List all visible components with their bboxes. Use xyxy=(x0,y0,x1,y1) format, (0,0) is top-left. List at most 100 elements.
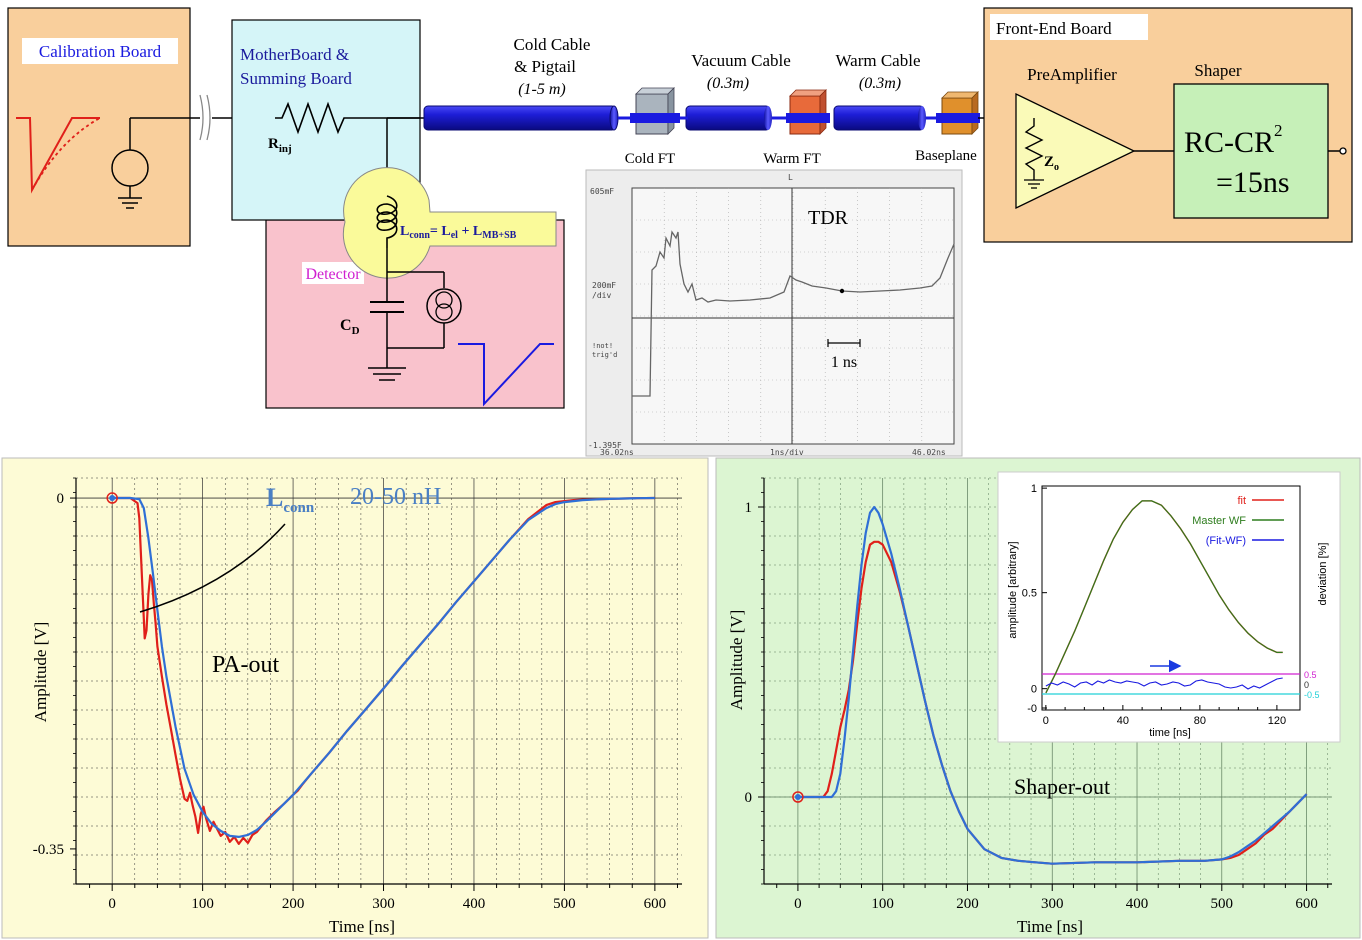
x-tick-label: 600 xyxy=(1295,896,1318,912)
cold-cable-label-line1: Cold Cable xyxy=(514,35,591,54)
detector-pulse xyxy=(458,343,554,407)
inset-xlabel: time [ns] xyxy=(1149,727,1191,739)
calibration-pulse-dashed xyxy=(31,117,101,191)
cold-cable-length: (1-5 m) xyxy=(518,81,566,98)
inset-frame xyxy=(1041,485,1301,711)
cd-label: CD xyxy=(340,317,360,337)
tdr-div-label-1: 200mF xyxy=(592,281,616,290)
r-inj-resistor xyxy=(275,101,420,135)
pa-ylabel: Amplitude [V] xyxy=(31,622,50,723)
start-marker-dot xyxy=(794,794,801,800)
x-tick-label: 200 xyxy=(282,896,305,912)
baseplane-label: Baseplane xyxy=(915,148,977,164)
tdr-scope: 605mF L 200mF /div !not! trig'd -1.395F … xyxy=(585,169,963,457)
x-tick-label: 600 xyxy=(644,896,667,912)
tdr-trig-2: trig'd xyxy=(592,351,617,359)
inset-x-tick-label: 120 xyxy=(1268,715,1286,727)
inset-x-tick-label: 40 xyxy=(1117,715,1129,727)
tdr-x-div: 1ns/div xyxy=(770,448,804,457)
tdr-title: TDR xyxy=(808,207,849,229)
vacuum-cable xyxy=(685,105,771,131)
inset-series-deviation xyxy=(1045,677,1283,690)
x-tick-label: 100 xyxy=(191,896,214,912)
pa-out-annotation: PA-out xyxy=(212,652,279,678)
schematic: Calibration Board Detector MotherBoard &… xyxy=(7,7,1353,409)
tdr-top-scale: 605mF xyxy=(590,187,614,196)
shaper-label: Shaper xyxy=(1194,61,1242,80)
y-tick-label: 0 xyxy=(745,790,753,806)
inset-y-tick-label: -0 xyxy=(1027,703,1037,715)
warm-cable-label: Warm Cable xyxy=(835,51,920,70)
cold-ft-label: Cold FT xyxy=(625,151,675,167)
x-tick-label: 100 xyxy=(871,896,894,912)
line-break-marks xyxy=(199,94,211,141)
tdr-top-marker: L xyxy=(788,173,793,182)
tdr-trig-1: !not! xyxy=(592,342,613,350)
inset-y-tick-label: 0 xyxy=(1031,684,1037,696)
inset-x-tick-label: 80 xyxy=(1194,715,1206,727)
lconn-equation: Lconn= Lel + LMB+SB xyxy=(400,224,517,241)
vacuum-cable-length: (0.3m) xyxy=(707,75,749,92)
front-end-board-label: Front-End Board xyxy=(996,19,1112,38)
zo-resistor xyxy=(1024,118,1044,180)
x-tick-label: 300 xyxy=(1041,896,1064,912)
shaper-box xyxy=(1173,83,1329,219)
tdr-div-label-2: /div xyxy=(592,291,611,300)
calibration-board-label: Calibration Board xyxy=(39,42,162,61)
pa-series-blue xyxy=(112,496,655,838)
detector-label: Detector xyxy=(305,266,361,283)
r-inj-label: Rinj xyxy=(268,136,292,155)
tdr-x-start: 36.02ns xyxy=(600,448,634,457)
y-tick-label: 1 xyxy=(745,500,753,516)
tdr-scale-bar-label: 1 ns xyxy=(831,354,857,371)
inductor-symbol xyxy=(376,195,398,248)
tdr-x-end: 46.02ns xyxy=(912,448,946,457)
calibration-board-label-bg xyxy=(22,38,178,64)
x-tick-label: 200 xyxy=(956,896,979,912)
output-terminal xyxy=(1339,147,1347,155)
shaper-out-annotation: Shaper-out xyxy=(1014,774,1110,799)
inset-ylabel-right: deviation [%] xyxy=(1317,543,1329,606)
x-tick-label: 400 xyxy=(1126,896,1149,912)
inset-legend-label: fit xyxy=(1237,495,1246,507)
x-tick-label: 400 xyxy=(463,896,486,912)
cold-cable xyxy=(423,105,617,131)
inset-right-tick-label: 0.5 xyxy=(1304,670,1317,680)
inset-right-tick-label: 0 xyxy=(1304,680,1309,690)
shaper-time-constant: =15ns xyxy=(1216,166,1290,199)
lconn-value: 20-50 nH xyxy=(350,484,441,510)
inset-panel xyxy=(997,471,1341,743)
y-tick-label: 0 xyxy=(57,491,65,507)
pa-xlabel: Time [ns] xyxy=(329,917,395,936)
lconn-annotation: Lconn xyxy=(266,483,315,516)
start-marker xyxy=(106,492,118,504)
start-marker xyxy=(792,791,804,803)
sh-series-blue xyxy=(797,505,1308,865)
start-marker-dot xyxy=(109,495,116,502)
cold-cable-label-line2: & Pigtail xyxy=(514,57,576,76)
rc-cr-label: RC-CR2 xyxy=(1184,121,1283,159)
lconn-pointer-line xyxy=(139,523,286,613)
x-tick-label: 0 xyxy=(794,896,802,912)
x-tick-label: 500 xyxy=(1211,896,1234,912)
preamplifier-label: PreAmplifier xyxy=(1027,65,1117,84)
inset-ylabel: amplitude [arbitrary] xyxy=(1007,541,1019,638)
warm-cable xyxy=(833,105,925,131)
lconn-bubble xyxy=(342,167,557,279)
inset-legend-label: (Fit-WF) xyxy=(1206,535,1246,547)
x-tick-label: 0 xyxy=(108,896,116,912)
motherboard-label-line2: Summing Board xyxy=(240,69,352,88)
inset-series-master-wf xyxy=(1045,500,1283,694)
inset-right-tick-label: -0.5 xyxy=(1304,690,1320,700)
inset-x-tick-label: 0 xyxy=(1043,715,1049,727)
inset-y-tick-label: 0.5 xyxy=(1022,588,1037,600)
shaper-xlabel: Time [ns] xyxy=(1017,917,1083,936)
y-tick-label: -0.35 xyxy=(33,842,64,858)
zo-label: Zo xyxy=(1044,154,1059,173)
x-tick-label: 500 xyxy=(553,896,576,912)
motherboard-label-line1: MotherBoard & xyxy=(240,45,349,64)
shaper-ylabel: Amplitude [V] xyxy=(727,610,746,711)
pa-out-panel xyxy=(1,457,709,939)
